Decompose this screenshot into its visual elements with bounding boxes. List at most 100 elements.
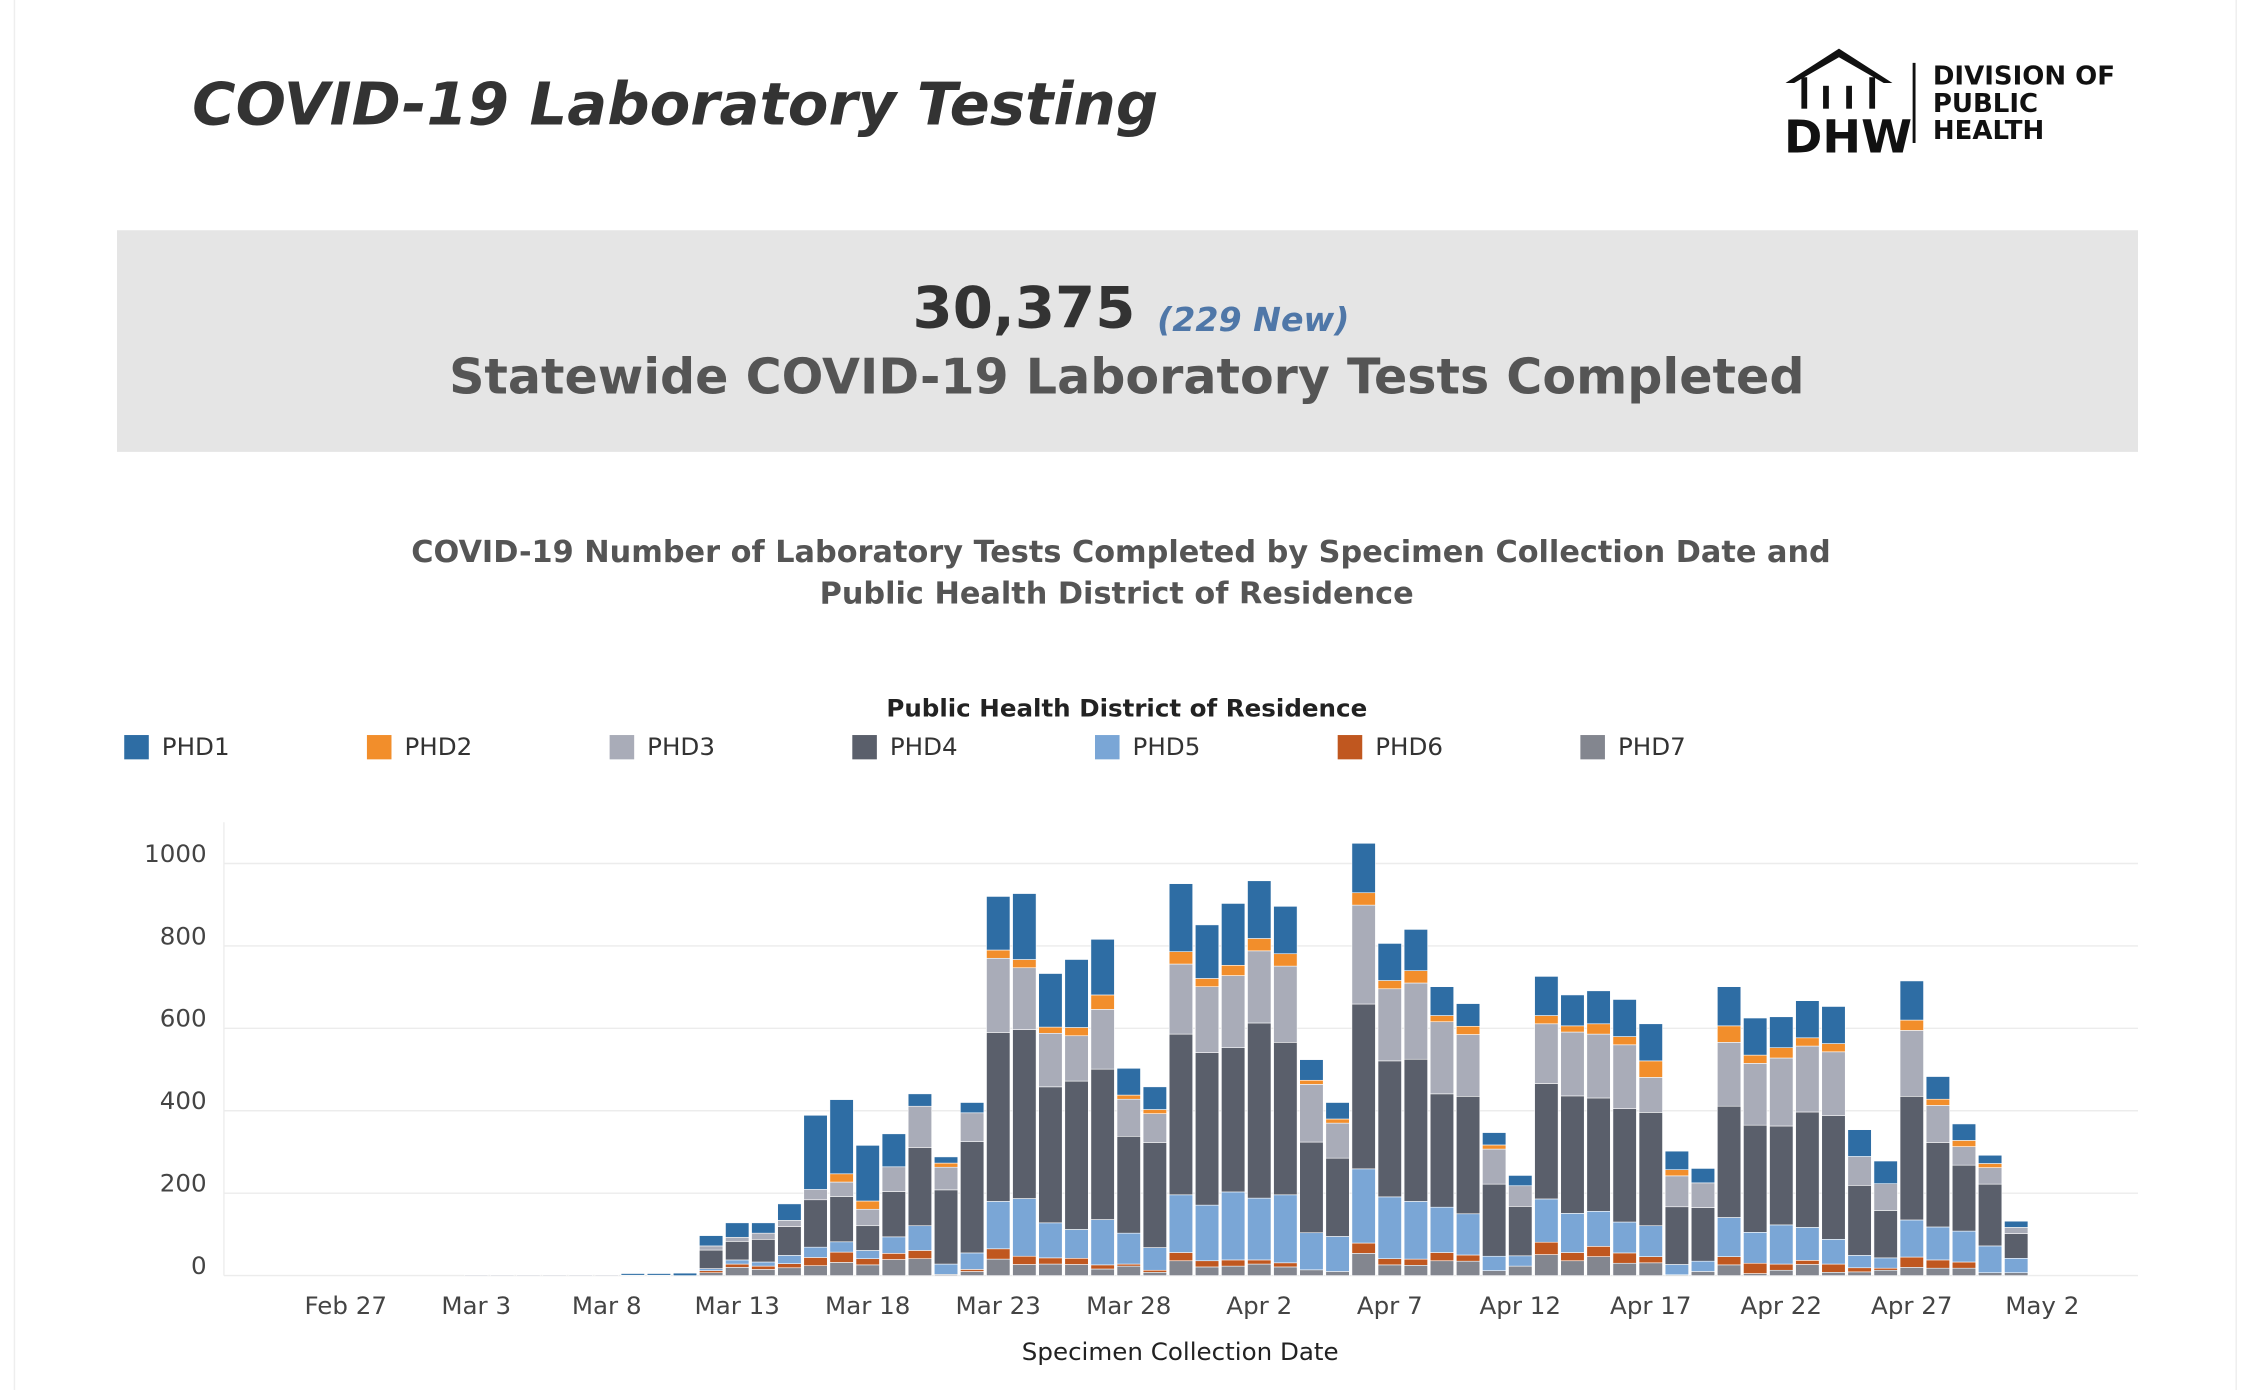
bar-segment <box>1978 1245 2003 1273</box>
bar-segment <box>1064 1027 1089 1037</box>
bar-segment <box>881 1133 906 1168</box>
bar-segment <box>1351 1003 1376 1170</box>
bar-segment <box>1429 1021 1455 1095</box>
bar-segment <box>1090 1264 1115 1270</box>
bar-segment <box>1925 1098 1950 1106</box>
bar-segment <box>1482 1270 1507 1276</box>
bar-segment <box>1769 1263 1794 1271</box>
legend-swatch <box>1580 735 1605 760</box>
bar-segment <box>829 1196 854 1243</box>
bar-segment <box>829 1241 854 1253</box>
bar-segment <box>986 1258 1011 1276</box>
bar-segment <box>1456 1260 1481 1276</box>
bar-segment <box>803 1114 828 1190</box>
bar-segment <box>855 1208 880 1227</box>
bar-segment <box>1456 1213 1481 1256</box>
bar-segment <box>1038 1222 1063 1259</box>
bar-segment <box>960 1252 985 1270</box>
x-tick-label: Apr 27 <box>1871 1291 1953 1320</box>
bar-segment <box>1769 1016 1794 1048</box>
bar-segment <box>1142 1109 1167 1114</box>
bar-segment <box>1534 1023 1559 1084</box>
bar-segment <box>1064 959 1089 1028</box>
x-tick-label: Apr 17 <box>1610 1291 1692 1320</box>
bar-segment <box>1925 1076 1950 1100</box>
bar-segment <box>1534 976 1559 1016</box>
bar-segment <box>1299 1232 1324 1271</box>
bar-segment <box>1717 1217 1742 1257</box>
bar-segment <box>1142 1142 1167 1248</box>
logo-figure <box>1846 85 1852 109</box>
bar-segment <box>1273 1042 1298 1196</box>
bar-segment <box>1795 1260 1820 1265</box>
bar-segment <box>1638 1060 1663 1078</box>
bar-segment <box>1090 994 1115 1010</box>
bar-segment <box>803 1257 828 1266</box>
bar-segment <box>1560 1260 1585 1276</box>
bar-segment <box>986 949 1011 959</box>
bar-segment <box>1116 1068 1141 1096</box>
x-tick-label: Mar 8 <box>572 1291 642 1320</box>
bar-segment <box>751 1232 776 1240</box>
bar-segment <box>1508 1265 1533 1276</box>
legend-label: PHD3 <box>647 732 715 761</box>
bar-segment <box>1978 1154 2003 1164</box>
logo: DHW DIVISION OF PUBLIC HEALTH <box>1784 48 2115 164</box>
bar-segment <box>725 1259 750 1265</box>
bar-segment <box>725 1263 750 1268</box>
bar-segment <box>1195 986 1220 1053</box>
bar-segment <box>1899 1267 1924 1276</box>
bar-segment <box>1899 1030 1924 1097</box>
bar-segment <box>1377 988 1402 1062</box>
bar-segment <box>1142 1113 1167 1143</box>
bar-segment <box>803 1189 828 1201</box>
bar-segment <box>881 1253 906 1260</box>
bar-segment <box>1951 1230 1977 1263</box>
bar-segment <box>751 1222 776 1234</box>
bar-segment <box>1221 1191 1246 1261</box>
bar-segment <box>1821 1043 1846 1053</box>
x-tick-label: May 2 <box>2005 1291 2079 1320</box>
bar-segment <box>1168 963 1193 1035</box>
bar-segment <box>1612 1108 1637 1223</box>
bar-segment <box>1821 1263 1846 1273</box>
legend-swatch <box>1337 735 1363 760</box>
bar-segment <box>1534 1015 1559 1025</box>
bar-segment <box>1038 1257 1063 1265</box>
bar-segment <box>1195 1266 1220 1276</box>
page-title: COVID-19 Laboratory Testing <box>192 70 1158 139</box>
bar-segment <box>1769 1057 1794 1127</box>
bar-segment <box>1195 1260 1220 1268</box>
legend-label: PHD7 <box>1618 732 1686 761</box>
plot: 0 200 400 600 800 1000 Feb 27 Mar 3 Mar 8 Mar 13 M… <box>124 732 2138 1320</box>
bar-segment <box>1273 1262 1298 1268</box>
bar-segment <box>1638 1023 1663 1062</box>
bar-segment <box>1221 964 1246 976</box>
bar-segment <box>960 1269 985 1272</box>
bar-segment <box>1090 1009 1115 1070</box>
bar-segment <box>1064 1229 1089 1259</box>
bar-segment <box>1168 951 1193 965</box>
bar-segment <box>1403 970 1428 984</box>
logo-text: HEALTH <box>1933 116 2044 146</box>
bar-segment <box>1769 1224 1794 1265</box>
bar-segment <box>1038 1086 1063 1224</box>
bar-segment <box>881 1259 906 1276</box>
bar-segment <box>1221 975 1246 1048</box>
bar-segment <box>1325 1102 1350 1120</box>
bar-segment <box>1586 1256 1611 1276</box>
bar-segment <box>1560 1031 1585 1097</box>
legend-swatch <box>366 735 392 760</box>
bar-segment <box>986 1248 1011 1260</box>
bar-segment <box>1743 1063 1768 1126</box>
bar-segment <box>777 1267 802 1276</box>
legend-label: PHD4 <box>890 732 958 761</box>
bar-segment <box>986 896 1011 951</box>
bar-segment <box>1951 1140 1977 1147</box>
bar-segment <box>907 1105 932 1148</box>
bar-segment <box>1012 967 1037 1030</box>
bar-segment <box>1456 1254 1481 1262</box>
bar-segment <box>1299 1141 1324 1234</box>
bar-segment <box>2004 1272 2029 1276</box>
bar-segment <box>1325 1118 1350 1124</box>
